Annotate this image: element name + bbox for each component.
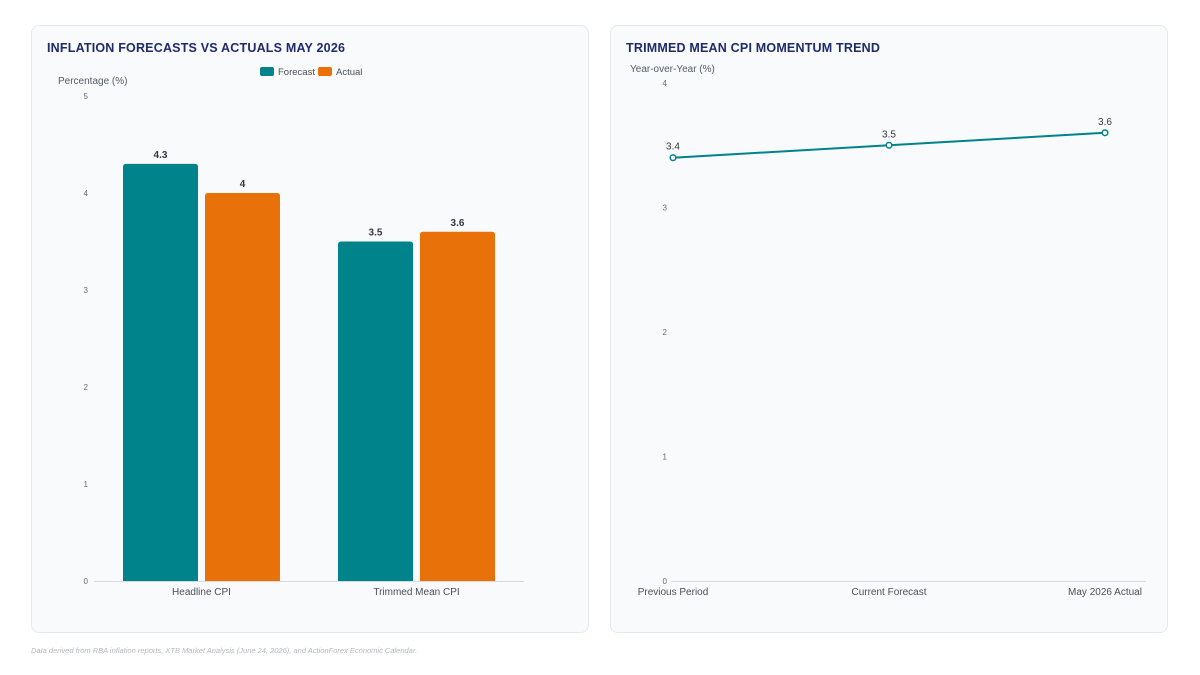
bar-value-label: 4 [240,179,246,190]
bar [123,163,198,581]
bar-value-label: 3.6 [451,218,465,229]
x-tick-label: Previous Period [638,587,709,598]
bar-value-label: 3.5 [369,228,383,239]
legend-swatch [260,67,274,76]
y-tick-label: 1 [663,453,668,462]
legend-label: Forecast [278,67,315,78]
bar-chart-title: INFLATION FORECASTS VS ACTUALS MAY 2026 [47,41,346,55]
bar-chart: Percentage (%) 0 1 2 3 4 5 Forecast Actual 4.3 4 He… [58,67,524,598]
point-value-label: 3.4 [666,142,680,153]
point-value-label: 3.6 [1098,117,1112,128]
legend-label: Actual [336,67,362,78]
data-point [1101,129,1109,137]
y-tick-label: 0 [84,577,89,586]
bar [338,241,413,581]
line-chart: Year-over-Year (%) 0 1 2 3 4 Previous Period Cu… [630,64,1146,598]
y-tick-label: 2 [663,328,668,337]
y-axis-label: Year-over-Year (%) [630,64,715,75]
x-tick-label: Trimmed Mean CPI [373,587,459,598]
line-chart-title: TRIMMED MEAN CPI MOMENTUM TREND [626,41,881,55]
y-tick-label: 0 [663,577,668,586]
source-footnote: Data derived from RBA inflation reports,… [31,646,418,655]
point-value-label: 3.5 [882,129,896,140]
data-point [669,154,677,162]
line-chart-card: TRIMMED MEAN CPI MOMENTUM TREND Year-ove… [610,25,1168,633]
y-tick-label: 3 [663,204,668,213]
bar [420,231,495,582]
y-tick-label: 3 [84,286,89,295]
x-tick-label: May 2026 Actual [1068,587,1142,598]
legend-swatch [318,67,332,76]
bar-value-label: 4.3 [154,150,168,161]
bar [205,193,280,581]
y-tick-label: 4 [84,189,89,198]
y-tick-label: 4 [663,79,668,88]
data-point [885,141,893,149]
y-axis-label: Percentage (%) [58,76,127,87]
y-tick-label: 5 [84,92,89,101]
bar-chart-card: INFLATION FORECASTS VS ACTUALS MAY 2026 … [31,25,589,633]
x-tick-label: Headline CPI [172,587,231,598]
x-tick-label: Current Forecast [851,587,926,598]
y-tick-label: 2 [84,383,89,392]
y-tick-label: 1 [84,480,89,489]
